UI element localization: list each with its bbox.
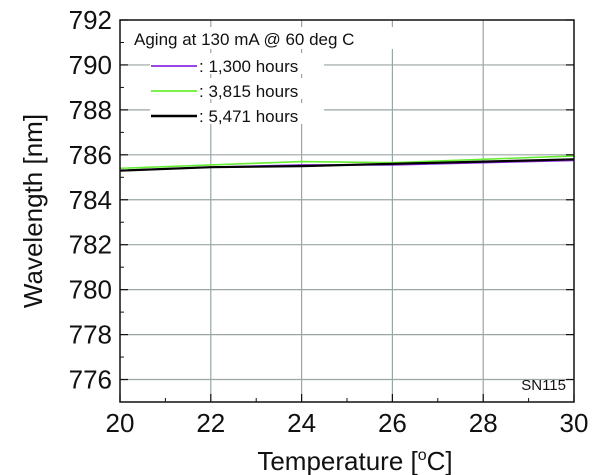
y-tick-label: 778 (69, 320, 112, 350)
plot-frame (119, 19, 575, 403)
series-line (119, 158, 575, 172)
legend-entry-label: : 1,300 hours (199, 57, 298, 76)
y-tick-label: 776 (69, 365, 112, 395)
x-tick-label: 24 (287, 408, 316, 438)
x-axis-title-sup: o (418, 447, 427, 464)
x-tick-label: 28 (469, 408, 498, 438)
legend-title: Aging at 130 mA @ 60 deg C (134, 30, 354, 49)
y-tick-label: 790 (69, 50, 112, 80)
y-tick-label: 784 (69, 185, 112, 215)
y-tick-label: 782 (69, 230, 112, 260)
series-line (119, 155, 575, 170)
grid-lines (120, 20, 574, 402)
ticks (119, 19, 575, 403)
legend-entry-label: : 5,471 hours (199, 107, 298, 126)
legend-entry-bg (150, 78, 324, 99)
tick-labels: 20 22 24 26 28 30 776 778 780 782 784 786 788 790 792 (69, 5, 589, 438)
y-axis-title: Wavelength [nm] (18, 114, 48, 308)
legend-entry-label: : 3,815 hours (199, 82, 298, 101)
legend: Aging at 130 mA @ 60 deg C : 1,300 hours:… (132, 27, 404, 126)
y-tick-label: 792 (69, 5, 112, 35)
x-axis-title-post: C] (427, 446, 453, 475)
x-tick-label: 22 (196, 408, 225, 438)
x-tick-label: 20 (106, 408, 135, 438)
sample-id-label: SN115 (521, 377, 566, 394)
x-axis-title: Temperature [oC] (257, 446, 452, 475)
y-tick-label: 788 (69, 95, 112, 125)
y-tick-label: 786 (69, 140, 112, 170)
x-tick-label: 26 (378, 408, 407, 438)
x-tick-label: 30 (560, 408, 589, 438)
legend-entry-bg (150, 103, 324, 124)
x-axis-title-pre: Temperature [ (257, 446, 418, 475)
legend-title-bg (132, 27, 404, 49)
series-lines (119, 155, 575, 172)
y-tick-label: 780 (69, 275, 112, 305)
legend-entry-bg (150, 53, 324, 74)
